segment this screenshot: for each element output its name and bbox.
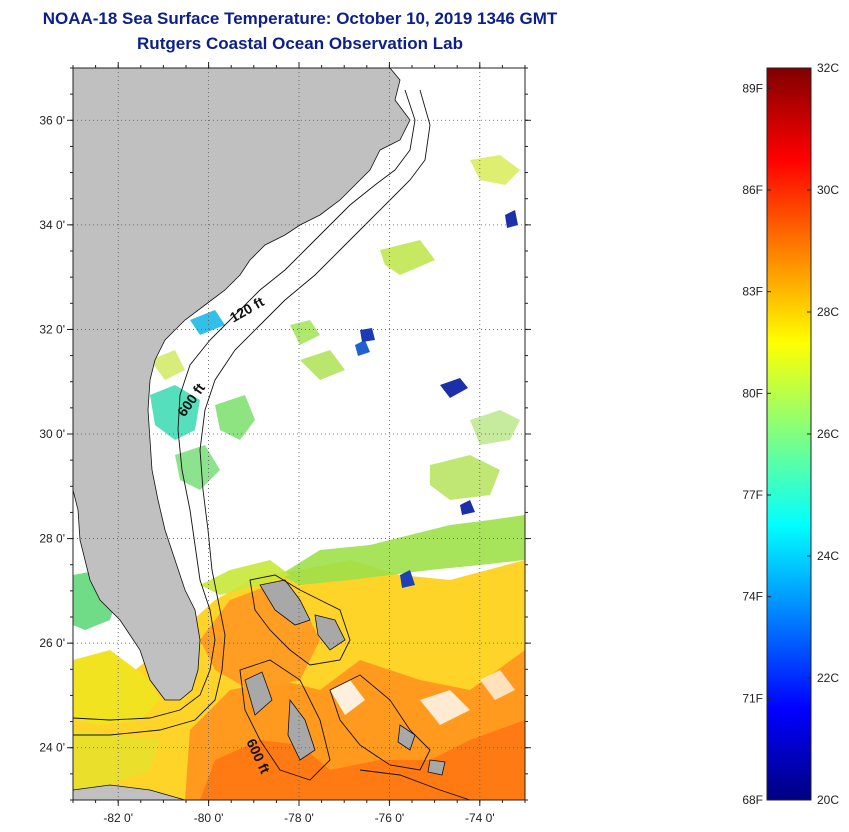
lon-tick-label: -74 0' [465, 811, 495, 825]
fahrenheit-label: 68F [742, 793, 763, 807]
fahrenheit-label: 86F [742, 183, 763, 197]
celsius-label: 22C [817, 671, 839, 685]
map-tick-labels: 36 0' 34 0' 32 0' 30 0' 28 0' 26 0' 24 0' -82 0… [39, 113, 494, 825]
lat-tick-label: 24 0' [39, 741, 65, 755]
fahrenheit-label: 77F [742, 488, 763, 502]
land-layer [73, 68, 446, 800]
map-subtitle: Rutgers Coastal Ocean Observation Lab [137, 34, 463, 53]
map-gridlines [73, 68, 525, 800]
bathymetry-contours [73, 89, 471, 800]
map-tick-marks [67, 62, 531, 806]
lon-tick-label: -78 0' [284, 811, 314, 825]
colorbar-gradient [766, 67, 812, 801]
lat-tick-label: 32 0' [39, 322, 65, 336]
fahrenheit-label: 74F [742, 590, 763, 604]
celsius-label: 28C [817, 305, 839, 319]
celsius-label: 24C [817, 549, 839, 563]
colorbar-labels: 32C 30C 28C 26C 24C 22C 20C 89F 86F 83F 80F 77F 74F 7… [742, 61, 839, 807]
fahrenheit-label: 89F [742, 81, 763, 95]
celsius-label: 26C [817, 427, 839, 441]
lat-tick-label: 36 0' [39, 113, 65, 127]
lon-tick-label: -80 0' [194, 811, 224, 825]
celsius-label: 30C [817, 183, 839, 197]
lat-tick-label: 30 0' [39, 427, 65, 441]
lon-tick-label: -76 0' [375, 811, 405, 825]
lat-tick-label: 26 0' [39, 636, 65, 650]
lon-tick-label: -82 0' [103, 811, 133, 825]
fahrenheit-label: 71F [742, 691, 763, 705]
lat-tick-label: 28 0' [39, 532, 65, 546]
fahrenheit-label: 83F [742, 285, 763, 299]
celsius-label: 20C [817, 793, 839, 807]
lat-tick-label: 34 0' [39, 218, 65, 232]
colorbar-ticks [767, 67, 811, 801]
map-title: NOAA-18 Sea Surface Temperature: October… [42, 9, 558, 28]
celsius-label: 32C [817, 61, 839, 75]
fahrenheit-label: 80F [742, 386, 763, 400]
